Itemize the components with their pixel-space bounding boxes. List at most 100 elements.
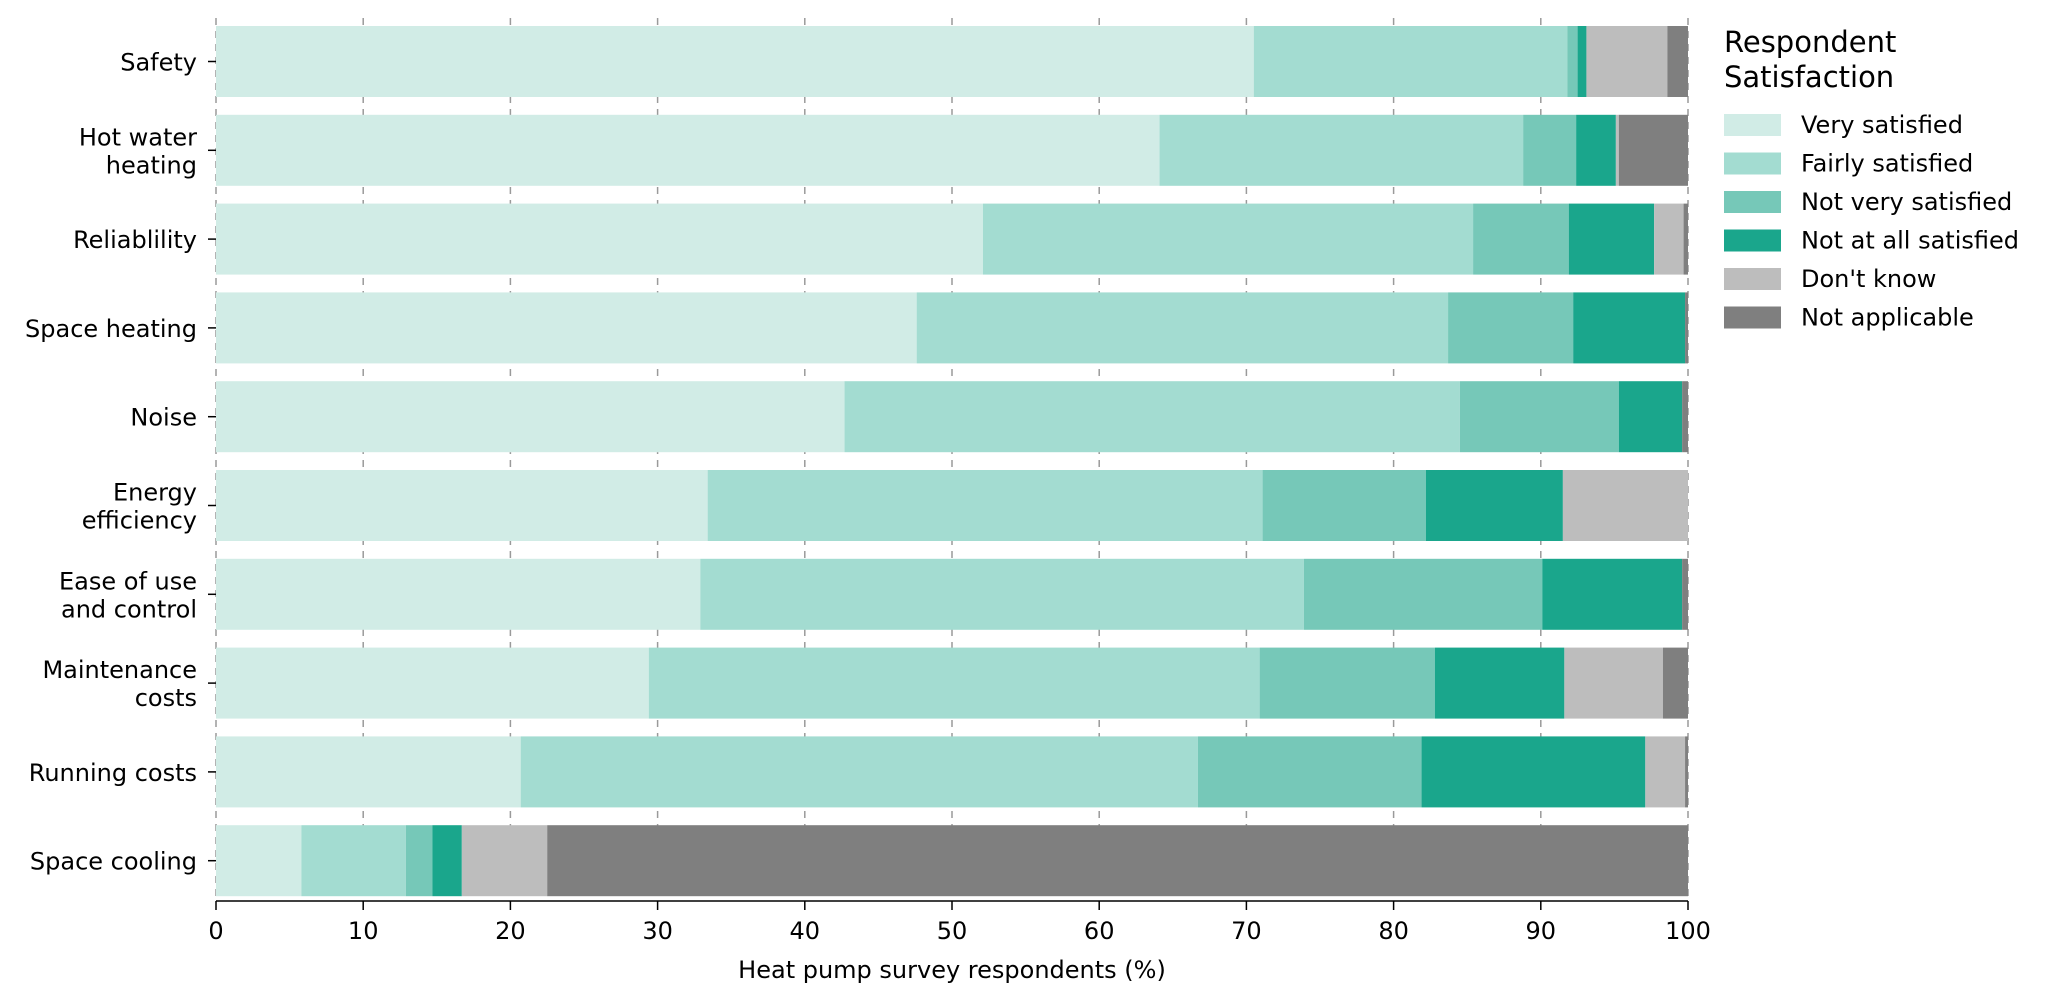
bar-segment <box>216 203 983 275</box>
bar-segment <box>405 825 433 897</box>
category-label: heating <box>106 151 197 179</box>
legend-swatch <box>1724 152 1781 175</box>
bar-segment <box>1682 558 1688 630</box>
category-label: Hot water <box>79 123 197 151</box>
bar-segment <box>1567 26 1578 97</box>
legend-label: Not applicable <box>1801 304 1974 332</box>
x-tick-label: 0 <box>208 917 223 945</box>
x-tick-label: 60 <box>1084 917 1115 945</box>
category-label: Safety <box>120 49 197 77</box>
bars <box>216 26 1689 897</box>
category-label: Ease of use <box>59 567 197 595</box>
legend-title-line-2: Satisfaction <box>1724 60 1894 94</box>
bar-segment <box>216 736 521 808</box>
bar-segment <box>1542 558 1683 630</box>
bar-segment <box>700 558 1304 630</box>
bar-segment <box>1682 381 1688 453</box>
bar-segment <box>520 736 1198 808</box>
bar-segment <box>301 825 406 897</box>
legend-items: Very satisfied Fairly satisfied Not very s… <box>1724 111 2019 332</box>
bar-segment <box>1654 203 1684 275</box>
bar-segment <box>216 114 1160 186</box>
bar-segment <box>707 470 1263 541</box>
legend-label: Not very satisfied <box>1801 188 2012 216</box>
category-label: Energy <box>113 479 197 507</box>
bar-segment <box>1259 647 1435 719</box>
bar-segment <box>432 825 462 897</box>
bar-segment <box>648 647 1260 719</box>
category-label: Space cooling <box>30 848 197 876</box>
bar-segment <box>1159 114 1524 186</box>
bar-segment <box>216 26 1254 97</box>
bar-segment <box>1618 114 1688 186</box>
legend-label: Don't know <box>1801 265 1936 293</box>
bar-segment <box>1459 381 1619 453</box>
bar-segment <box>1564 647 1663 719</box>
legend-swatch <box>1724 229 1781 252</box>
x-tick-label: 20 <box>495 917 526 945</box>
bar-segment <box>1685 736 1688 808</box>
bar-segment <box>1425 470 1563 541</box>
x-tick-label: 100 <box>1665 917 1711 945</box>
bar-segment <box>1523 114 1577 186</box>
x-axis-title: Heat pump survey respondents (%) <box>738 956 1166 984</box>
bar-segment <box>916 292 1449 364</box>
bar-segment <box>1197 736 1422 808</box>
bar-segment <box>1568 203 1655 275</box>
bar-segment <box>844 381 1460 453</box>
category-label: efficiency <box>82 507 197 535</box>
x-tick-label: 70 <box>1231 917 1262 945</box>
legend-swatch <box>1724 114 1781 136</box>
x-tick-label: 80 <box>1378 917 1409 945</box>
bar-segment <box>1586 26 1668 97</box>
bar-segment <box>1667 26 1688 97</box>
bar-segment <box>1253 26 1568 97</box>
bar-segment <box>1645 736 1686 808</box>
bar-segment <box>1573 292 1686 364</box>
bar-segment <box>1434 647 1565 719</box>
category-label: Noise <box>130 404 197 432</box>
bar-segment <box>1618 381 1683 453</box>
x-tick-label: 10 <box>348 917 379 945</box>
legend: Respondent Satisfaction Very satisfied Fa… <box>1724 25 2019 332</box>
bar-segment <box>1303 558 1543 630</box>
legend-label: Not at all satisfied <box>1801 227 2019 255</box>
x-tick-label: 30 <box>642 917 673 945</box>
legend-swatch <box>1724 191 1781 213</box>
bar-segment <box>216 647 649 719</box>
x-tick-label: 40 <box>790 917 821 945</box>
bar-segment <box>461 825 548 897</box>
bar-segment <box>982 203 1474 275</box>
category-label: Reliablility <box>73 226 197 254</box>
bar-segment <box>1576 114 1616 186</box>
category-label: Maintenance <box>42 656 197 684</box>
legend-label: Very satisfied <box>1801 111 1963 139</box>
x-tick-label: 90 <box>1526 917 1557 945</box>
bar-segment <box>1262 470 1426 541</box>
bar-segment <box>547 825 1689 897</box>
bar-segment <box>216 825 302 897</box>
legend-label: Fairly satisfied <box>1801 150 1973 178</box>
bar-segment <box>1683 203 1688 275</box>
legend-swatch <box>1724 268 1781 290</box>
category-label: Running costs <box>29 759 197 787</box>
bar-segment <box>216 558 701 630</box>
bar-segment <box>1577 26 1587 97</box>
bar-segment <box>1421 736 1646 808</box>
bar-segment <box>216 292 917 364</box>
x-axis: 0 10 20 30 40 50 60 70 80 90 100 <box>208 900 1711 945</box>
bar-segment <box>1662 647 1688 719</box>
bar-segment <box>1562 470 1688 541</box>
bar-segment <box>216 381 845 453</box>
bar-segment <box>216 470 708 541</box>
bar-segment <box>1615 114 1619 186</box>
category-label: and control <box>61 595 197 623</box>
x-tick-label: 50 <box>937 917 968 945</box>
legend-title: Respondent <box>1724 25 1896 59</box>
bar-segment <box>1685 292 1688 364</box>
legend-swatch <box>1724 306 1781 329</box>
category-label: Space heating <box>25 315 197 343</box>
bar-segment <box>1448 292 1574 364</box>
